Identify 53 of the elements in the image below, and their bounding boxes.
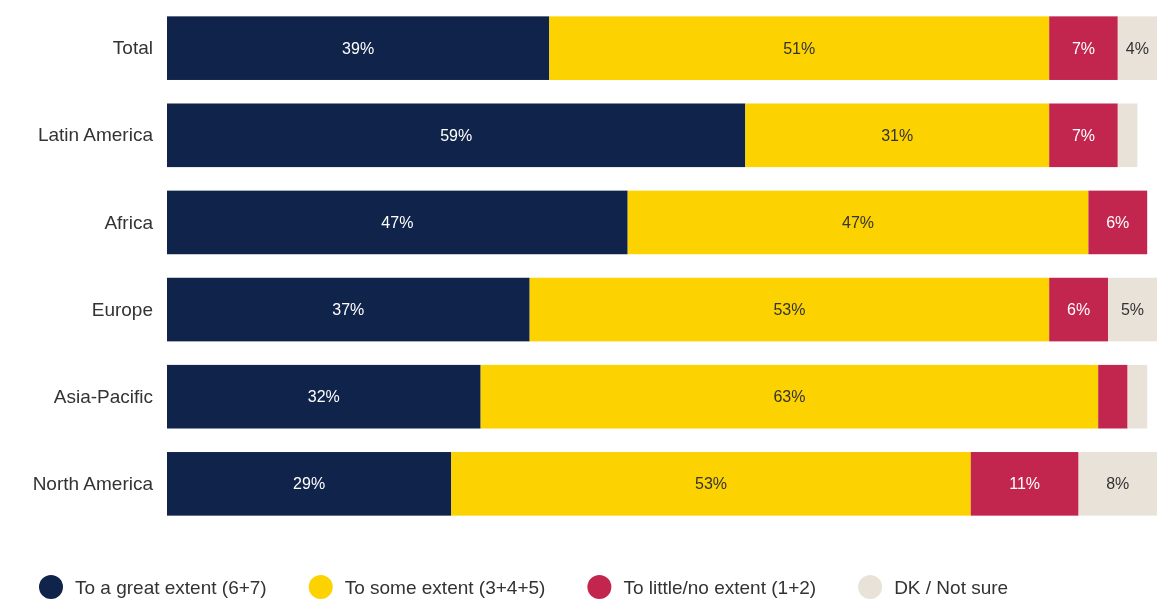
- data-label: 53%: [694, 475, 728, 493]
- bar: [1117, 16, 1157, 80]
- y-tick-label: Europe: [91, 298, 153, 320]
- bar: [167, 277, 530, 342]
- bar: [627, 190, 1089, 255]
- legend-label: To a great extent (6+7): [75, 576, 267, 598]
- bar: [1107, 277, 1157, 342]
- legend-label: To some extent (3+4+5): [344, 576, 546, 598]
- data-label: 31%: [881, 126, 914, 144]
- y-tick-label: Asia-Pacific: [53, 385, 153, 407]
- data-label: 6%: [1106, 214, 1130, 232]
- y-tick-label: Africa: [104, 211, 154, 233]
- bar: [167, 16, 550, 80]
- bar: [549, 16, 1050, 80]
- bar: [1098, 364, 1128, 429]
- bar: [529, 277, 1050, 342]
- data-label: 37%: [332, 301, 365, 319]
- bar: [167, 364, 481, 429]
- bar: [1117, 103, 1138, 168]
- bar: [167, 452, 452, 516]
- data-label: 4%: [1125, 39, 1149, 57]
- bar: [970, 452, 1079, 516]
- bar: [167, 190, 628, 255]
- data-label: 29%: [293, 475, 326, 493]
- bar: [1088, 190, 1148, 255]
- data-label: 7%: [1071, 39, 1096, 57]
- data-label: 47%: [842, 214, 875, 232]
- y-tick-label: North America: [32, 472, 154, 494]
- data-label: 6%: [1067, 301, 1091, 319]
- data-label: 63%: [773, 388, 806, 406]
- y-tick-label: Total: [112, 37, 153, 59]
- bar: [1049, 277, 1108, 342]
- data-label: 5%: [1120, 301, 1145, 319]
- data-label: 7%: [1071, 126, 1096, 144]
- data-label: 8%: [1106, 475, 1130, 493]
- legend-label: To little/no extent (1+2): [623, 576, 817, 598]
- data-label: 32%: [307, 388, 340, 406]
- data-label: 53%: [773, 301, 806, 319]
- bar: [480, 364, 1099, 429]
- data-label: 47%: [381, 214, 414, 232]
- bar: [167, 103, 746, 168]
- data-label: 11%: [1009, 475, 1041, 493]
- data-label: 59%: [440, 126, 473, 144]
- y-tick-label: Latin America: [37, 124, 154, 146]
- bar: [1049, 103, 1118, 168]
- bar: [1049, 16, 1118, 80]
- data-label: 39%: [342, 39, 375, 57]
- bar: [1078, 452, 1157, 516]
- bar: [1127, 364, 1148, 429]
- legend-label: DK / Not sure: [894, 576, 1009, 598]
- data-label: 51%: [783, 39, 816, 57]
- bar: [451, 452, 971, 516]
- bar: [745, 103, 1050, 168]
